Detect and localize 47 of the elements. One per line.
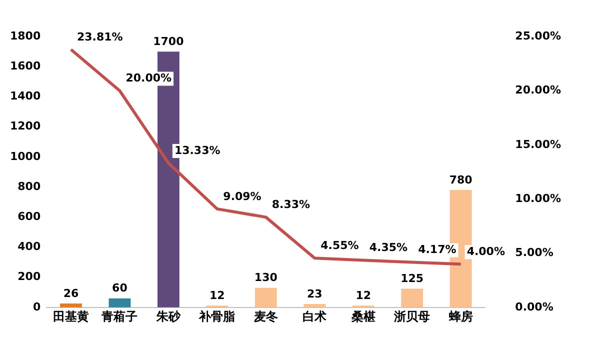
- y-tick-label: 1800: [10, 29, 41, 42]
- y-tick-label: 1400: [10, 90, 41, 103]
- data-label: 4.35%: [369, 241, 408, 254]
- x-tick-label: 白术: [302, 310, 327, 324]
- x-tick-label: 浙贝母: [393, 310, 430, 324]
- data-label: 20.00%: [126, 72, 172, 85]
- data-label: 60: [112, 282, 128, 295]
- x-tick-label: 朱砂: [155, 310, 182, 324]
- data-label: 23.81%: [76, 30, 123, 44]
- y2-tick-label: 5.00%: [515, 246, 554, 260]
- data-label: 1700: [153, 35, 184, 48]
- bar: [401, 288, 424, 308]
- y2-tick-label: 20.00%: [515, 84, 562, 97]
- x-tick-label: 补骨脂: [198, 310, 236, 324]
- data-label: 12: [356, 288, 372, 302]
- bar: [60, 303, 82, 308]
- bar: [108, 298, 131, 308]
- x-tick-label: 田基黄: [52, 310, 89, 324]
- data-label: 13.33%: [174, 144, 220, 157]
- x-tick-label: 桑椹: [350, 310, 376, 324]
- data-label: 4.00%: [466, 244, 505, 258]
- y-tick-label: 800: [18, 180, 41, 193]
- data-label: 8.33%: [272, 198, 310, 212]
- data-label: 4.17%: [418, 243, 456, 256]
- y2-tick-label: 25.00%: [515, 29, 562, 42]
- x-tick-label: 青葙子: [100, 310, 138, 324]
- x-tick-label: 蜂房: [448, 310, 473, 324]
- data-label: 130: [254, 271, 278, 284]
- y2-tick-label: 10.00%: [515, 192, 562, 205]
- y-tick-label: 1000: [10, 150, 41, 163]
- y-tick-label: 1600: [10, 60, 41, 73]
- y-tick-label: 0: [32, 300, 41, 314]
- data-label: 26: [63, 286, 79, 300]
- data-label: 125: [400, 272, 424, 285]
- data-label: 12: [210, 288, 225, 302]
- y-tick-label: 600: [18, 210, 41, 223]
- y-tick-label: 200: [18, 270, 41, 284]
- y-tick-label: 400: [18, 240, 41, 254]
- bar: [254, 288, 277, 308]
- y2-tick-label: 15.00%: [515, 138, 562, 151]
- data-label: 780: [449, 173, 473, 186]
- y2-tick-label: 0.00%: [515, 300, 554, 314]
- y-tick-label: 1200: [10, 120, 41, 133]
- data-label: 23: [306, 287, 322, 300]
- data-label: 9.09%: [223, 190, 262, 203]
- x-tick-label: 麦冬: [252, 310, 278, 324]
- data-label: 4.55%: [320, 238, 359, 252]
